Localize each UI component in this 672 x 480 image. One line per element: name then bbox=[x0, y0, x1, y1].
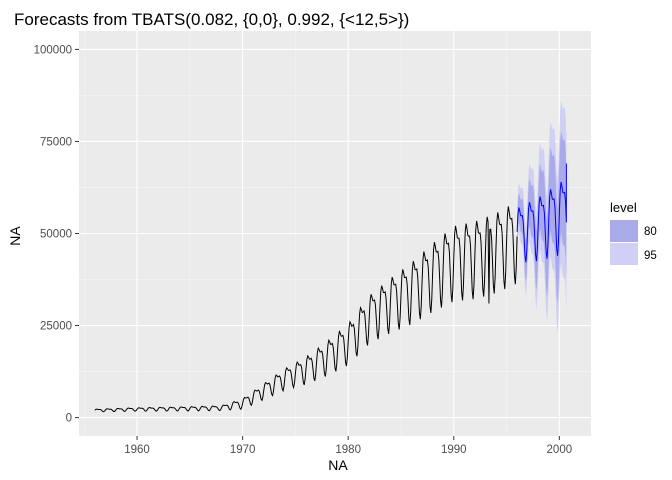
x-tick-label: 1960 bbox=[124, 444, 150, 456]
y-axis-title: NA bbox=[7, 226, 23, 246]
major-gridlines bbox=[79, 31, 591, 436]
prediction-intervals bbox=[517, 100, 567, 333]
x-tick-label: 1970 bbox=[230, 444, 256, 456]
legend-label-80: 80 bbox=[644, 226, 657, 238]
x-tick-label: 1980 bbox=[335, 444, 361, 456]
legend-label-95: 95 bbox=[644, 250, 657, 262]
legend-key-80 bbox=[610, 220, 638, 242]
x-tick-label: 2000 bbox=[547, 444, 573, 456]
y-tick-label: 0 bbox=[66, 413, 72, 425]
series-lines bbox=[94, 163, 567, 413]
legend: level 80 95 bbox=[610, 200, 657, 265]
chart-title: Forecasts from TBATS(0.082, {0,0}, 0.992… bbox=[14, 10, 409, 29]
y-tick-label: 50000 bbox=[40, 229, 72, 241]
legend-title: level bbox=[610, 200, 637, 215]
forecast-line bbox=[516, 163, 567, 263]
x-axis: 1960 1970 1980 1990 2000 bbox=[124, 436, 572, 456]
band-80 bbox=[517, 131, 567, 304]
observed-line bbox=[94, 206, 518, 413]
y-tick-label: 100000 bbox=[34, 44, 72, 56]
y-tick-label: 75000 bbox=[40, 136, 72, 148]
x-tick-label: 1990 bbox=[441, 444, 467, 456]
y-axis: 0 25000 50000 75000 100000 bbox=[34, 44, 79, 425]
x-axis-title: NA bbox=[328, 457, 348, 473]
y-tick-label: 25000 bbox=[40, 321, 72, 333]
legend-key-95 bbox=[610, 243, 638, 265]
